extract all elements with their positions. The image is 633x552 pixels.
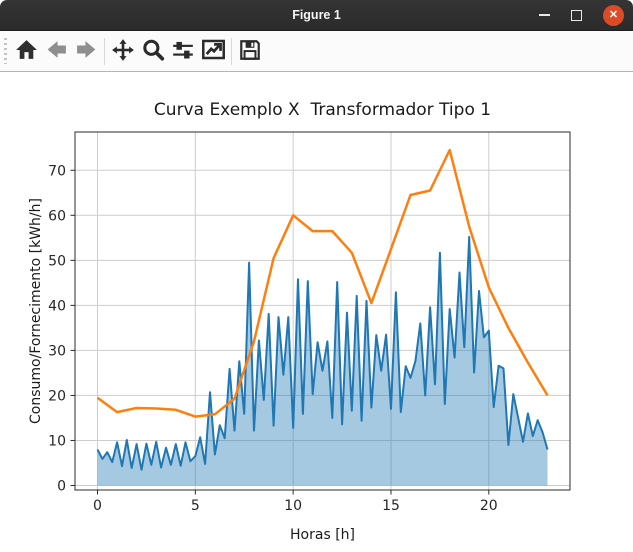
forward-arrow-icon	[75, 38, 98, 64]
window-title: Figure 1	[292, 8, 341, 22]
zoom-button[interactable]	[138, 34, 168, 68]
subplot-sliders-icon	[171, 38, 195, 65]
close-button[interactable]: ✕	[603, 4, 624, 26]
plot-area: 0 5 10 15 20 0 10 20 30 40 50 60 70	[48, 131, 571, 514]
svg-text:50: 50	[48, 253, 66, 269]
svg-text:70: 70	[48, 163, 66, 179]
svg-text:20: 20	[48, 388, 66, 404]
svg-text:10: 10	[284, 498, 302, 514]
home-button[interactable]	[11, 34, 41, 68]
toolbar-drag-handle[interactable]	[4, 38, 7, 64]
svg-text:20: 20	[480, 498, 498, 514]
svg-text:0: 0	[93, 498, 102, 514]
subplots-button[interactable]	[168, 34, 198, 68]
forward-button[interactable]	[71, 34, 101, 68]
toolbar-separator	[104, 37, 105, 65]
svg-text:40: 40	[48, 298, 66, 314]
back-arrow-icon	[45, 38, 68, 64]
svg-text:0: 0	[57, 478, 66, 494]
figure-canvas[interactable]: Curva Exemplo X Transformador Tipo 1 Con…	[0, 72, 633, 552]
titlebar[interactable]: Figure 1 ✕	[0, 0, 633, 31]
window-controls: ✕	[539, 0, 624, 30]
customize-chart-icon	[201, 37, 226, 65]
svg-text:30: 30	[48, 343, 66, 359]
maximize-button[interactable]	[571, 9, 582, 21]
zoom-magnifier-icon	[141, 38, 165, 65]
save-floppy-icon	[238, 38, 262, 65]
pan-move-icon	[111, 38, 135, 65]
svg-text:5: 5	[191, 498, 200, 514]
home-icon	[15, 38, 38, 64]
navigation-toolbar	[0, 31, 633, 72]
toolbar-separator	[231, 37, 232, 65]
svg-text:15: 15	[382, 498, 400, 514]
chart-title: Curva Exemplo X Transformador Tipo 1	[153, 100, 492, 120]
x-axis-label: Horas [h]	[290, 527, 355, 543]
save-button[interactable]	[235, 34, 265, 68]
pan-button[interactable]	[108, 34, 138, 68]
svg-text:10: 10	[48, 433, 66, 449]
svg-text:60: 60	[48, 208, 66, 224]
customize-button[interactable]	[198, 34, 228, 68]
minimize-button[interactable]	[539, 14, 550, 16]
back-button[interactable]	[41, 34, 71, 68]
